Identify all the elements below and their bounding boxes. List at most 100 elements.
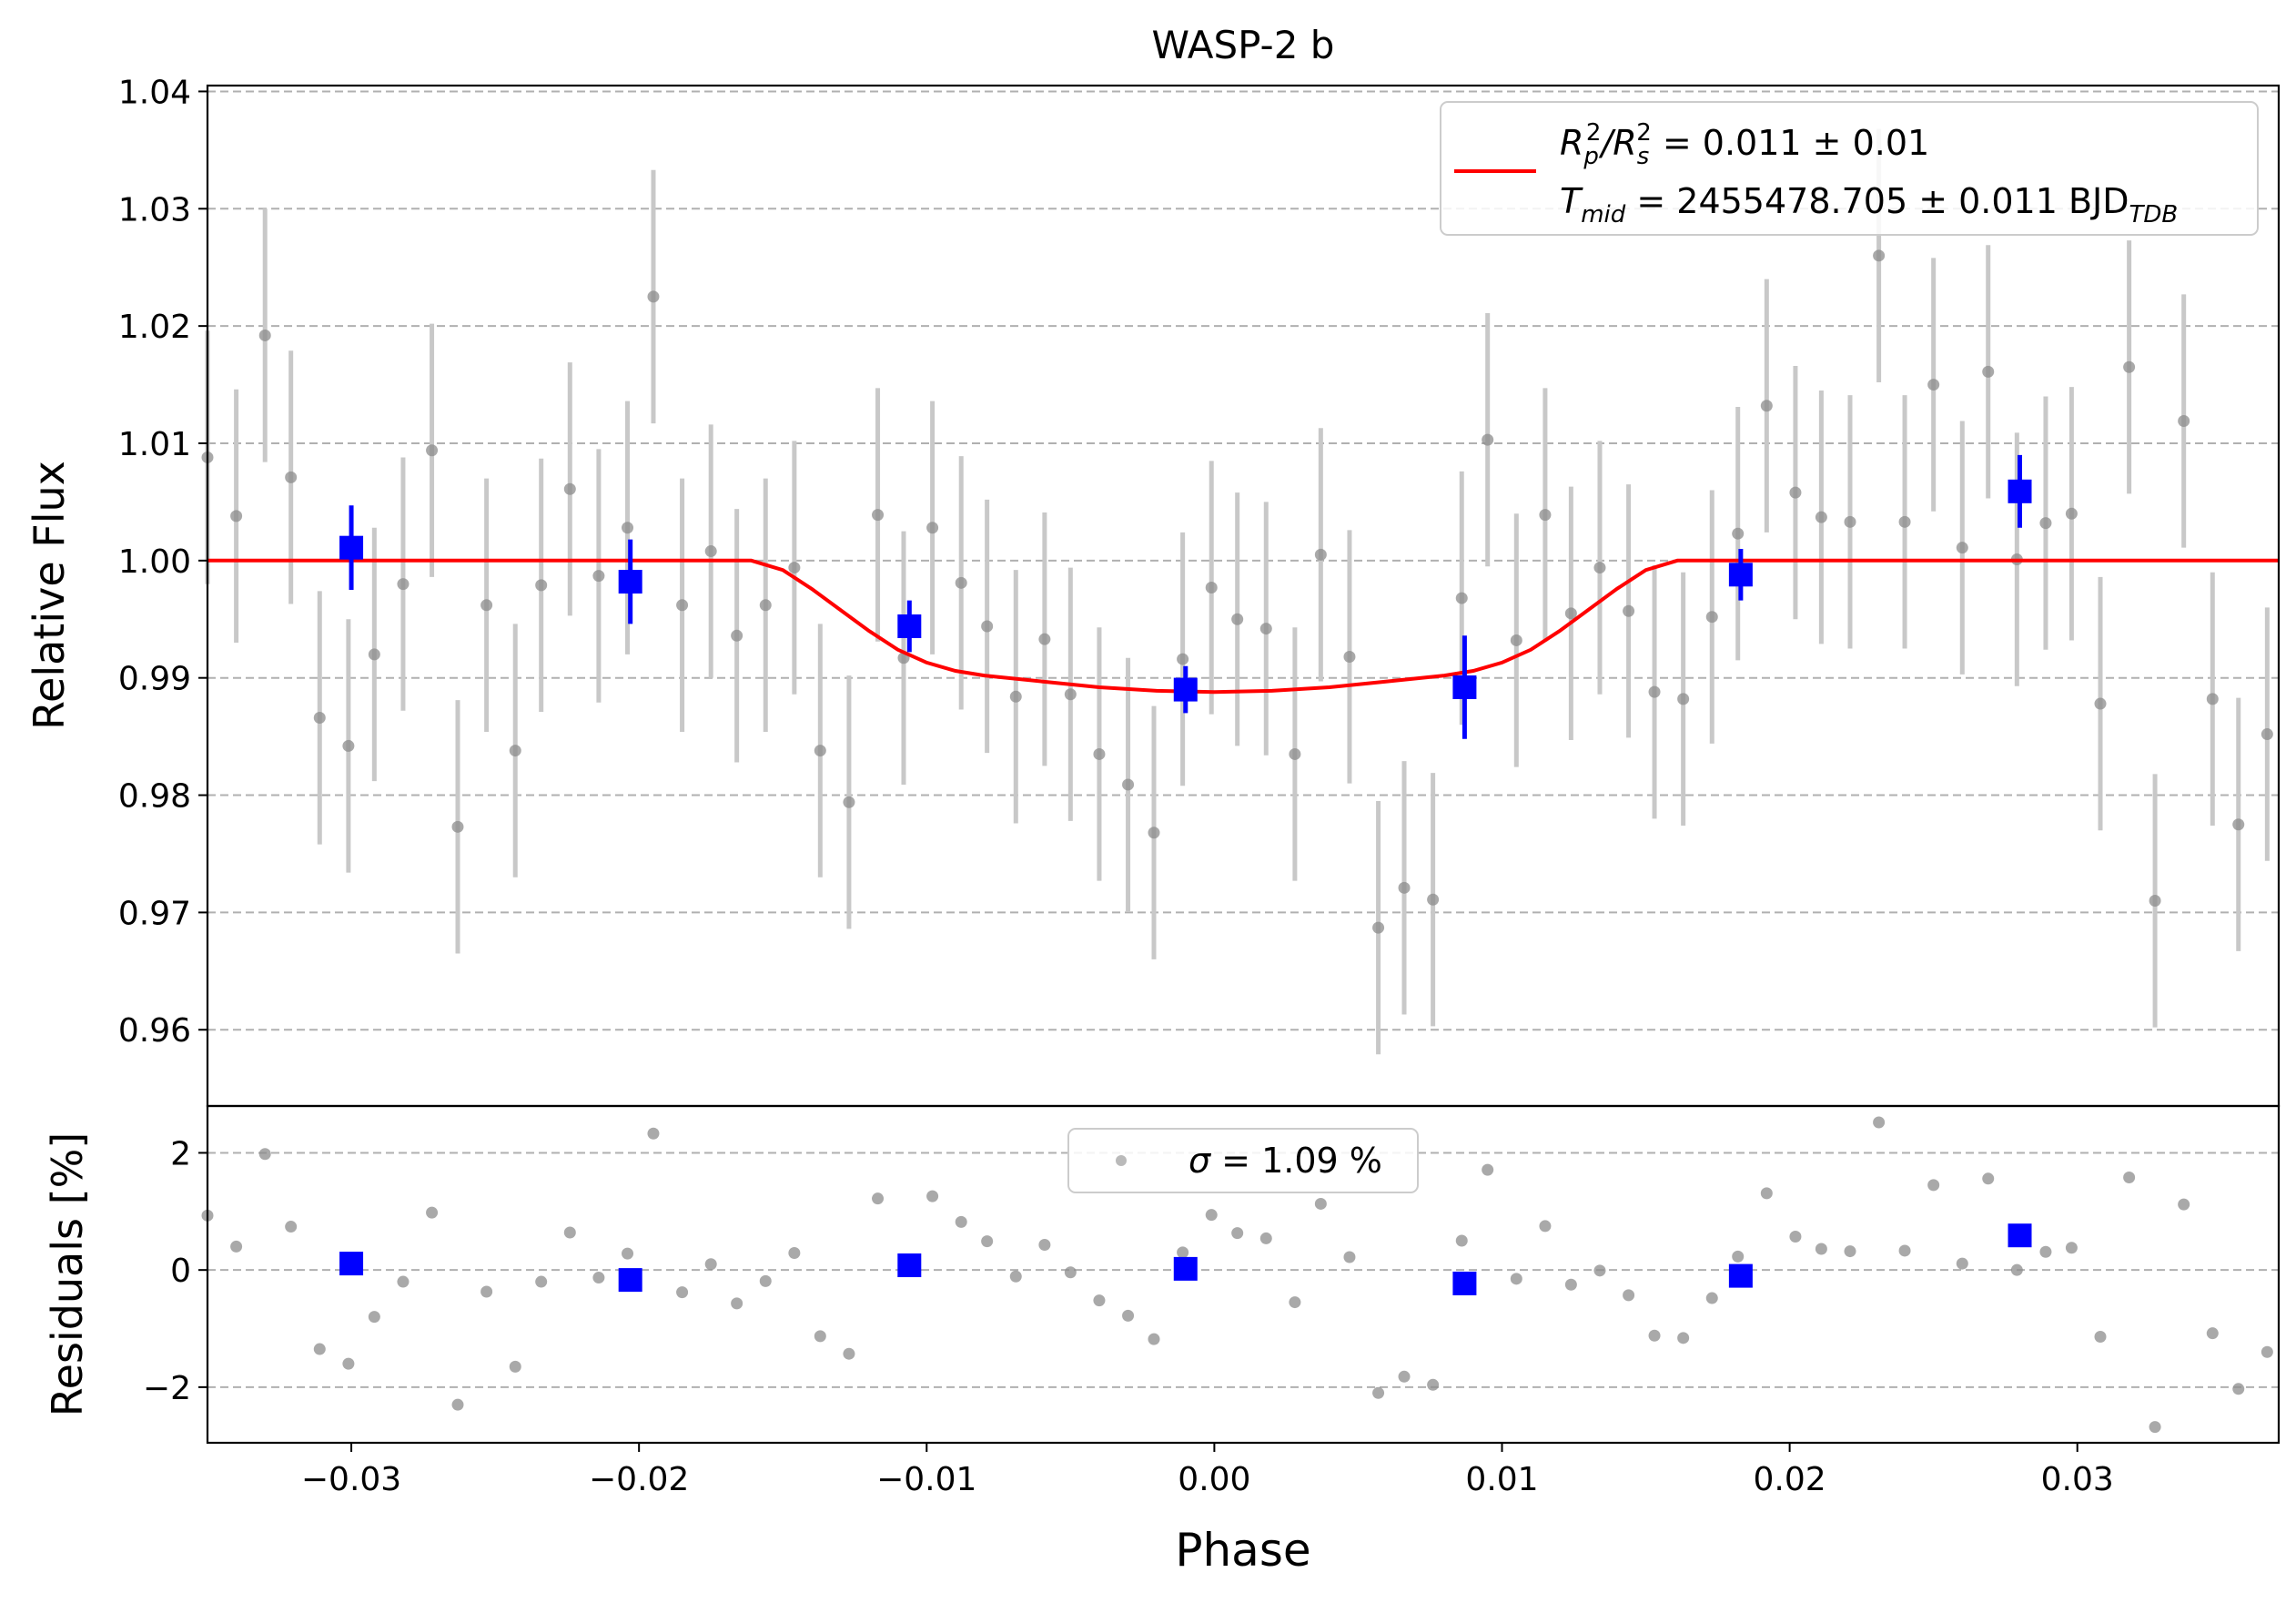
residual-data-point [1539, 1220, 1552, 1233]
residual-y-ticks: −2 0 2 [143, 1135, 207, 1407]
residual-data-point [426, 1206, 439, 1219]
main-data-point [1898, 515, 1911, 528]
main-y-axis-label: Relative Flux [25, 461, 74, 730]
main-data-point [1343, 651, 1356, 664]
main-data-point [563, 482, 576, 495]
main-data-point [2065, 507, 2078, 520]
main-data-point [843, 796, 855, 808]
residual-data-point [1289, 1296, 1301, 1309]
main-data-point [592, 570, 605, 583]
residual-data-point [451, 1398, 464, 1411]
main-data-point [397, 578, 410, 591]
residual-data-point [1177, 1246, 1189, 1259]
main-binned-point [897, 614, 922, 639]
main-data-point [926, 522, 939, 534]
residual-data-point [1732, 1250, 1745, 1263]
residual-data-point [1844, 1245, 1856, 1258]
main-data-point [2094, 697, 2107, 710]
residual-data-point [622, 1247, 634, 1260]
main-data-point [368, 648, 380, 661]
main-data-point [1593, 562, 1606, 574]
main-data-point [285, 471, 298, 483]
main-binned-point [1173, 677, 1198, 702]
residual-data-point [1789, 1230, 1802, 1243]
main-data-point [1427, 893, 1440, 906]
main-data-point [1177, 653, 1189, 665]
residual-data-point [592, 1272, 605, 1284]
residual-data-point [2065, 1242, 2078, 1254]
main-data-point [258, 329, 271, 341]
residual-data-point [1038, 1239, 1051, 1252]
main-data-point [2123, 360, 2136, 373]
x-tick-label: 0.03 [2041, 1461, 2114, 1498]
residual-data-point [1148, 1333, 1160, 1345]
main-data-point [2206, 693, 2219, 705]
residual-data-point [1982, 1172, 1995, 1185]
main-data-point [230, 510, 243, 522]
main-data-point [1623, 604, 1635, 617]
main-data-point [955, 576, 967, 589]
residual-y-tick-label: −2 [143, 1370, 191, 1407]
residual-data-point [509, 1360, 521, 1373]
residual-data-point [285, 1221, 298, 1233]
main-data-point [342, 739, 355, 752]
x-axis-label: Phase [1175, 1524, 1310, 1577]
main-data-point [1789, 486, 1802, 499]
main-data-point [1289, 747, 1301, 760]
main-data-point [704, 545, 717, 558]
residual-data-point [647, 1127, 660, 1140]
main-binned-point [339, 535, 364, 560]
main-data-point [1038, 633, 1051, 645]
residual-legend: σ = 1.09 % [1067, 1128, 1419, 1193]
main-data-point [451, 820, 464, 833]
residual-data-point [872, 1192, 885, 1205]
residual-data-point [1564, 1278, 1577, 1291]
residual-data-point [480, 1285, 493, 1298]
residual-binned-point [1728, 1263, 1753, 1288]
residual-data-point [1873, 1116, 1886, 1129]
main-data-point [1564, 607, 1577, 620]
legend-depth-text: Rp2/Rs2 = 0.011 ± 0.01 [1560, 119, 1929, 170]
residual-data-point [1815, 1243, 1827, 1255]
residual-data-point [1259, 1232, 1272, 1244]
residual-data-point [1510, 1273, 1522, 1285]
residual-data-point [2010, 1263, 2023, 1276]
residual-data-point [342, 1357, 355, 1370]
residual-data-point [1593, 1264, 1606, 1277]
residual-data-point [1427, 1378, 1440, 1391]
main-data-point [731, 629, 743, 642]
main-data-point [426, 444, 439, 457]
residual-data-point [2123, 1172, 2136, 1184]
main-data-point [1259, 623, 1272, 635]
residual-binned-point [618, 1268, 642, 1293]
residual-plot-frame [206, 1104, 2281, 1445]
x-tick-label: −0.03 [301, 1461, 401, 1498]
residual-data-point [1093, 1294, 1106, 1307]
main-data-point [1677, 693, 1690, 705]
residual-data-point [1122, 1309, 1135, 1322]
residual-data-point [1231, 1227, 1244, 1240]
main-y-tick-label: 1.02 [118, 309, 191, 346]
transit-model-line [207, 558, 2279, 695]
residual-data-point [1623, 1289, 1635, 1302]
main-data-point [1648, 685, 1661, 698]
main-binned-points [339, 454, 2032, 739]
main-data-point [1982, 365, 1995, 378]
main-y-tick-label: 0.99 [118, 661, 191, 698]
main-data-point [2261, 728, 2273, 741]
residual-data-point [1398, 1370, 1411, 1383]
residual-data-point [843, 1347, 855, 1360]
residual-data-point [704, 1258, 717, 1271]
main-data-point [1873, 249, 1886, 262]
residual-data-point [1009, 1270, 1022, 1283]
main-legend: Rp2/Rs2 = 0.011 ± 0.01 Tmid = 2455478.70… [1440, 101, 2259, 236]
x-tick-label: −0.02 [589, 1461, 689, 1498]
residual-binned-point [1173, 1256, 1198, 1281]
residual-data-point [1898, 1244, 1911, 1257]
main-data-point [647, 290, 660, 303]
residual-data-point [2178, 1198, 2190, 1211]
main-data-point [676, 599, 689, 612]
residual-data-point [981, 1235, 994, 1248]
residual-data-point [397, 1275, 410, 1288]
